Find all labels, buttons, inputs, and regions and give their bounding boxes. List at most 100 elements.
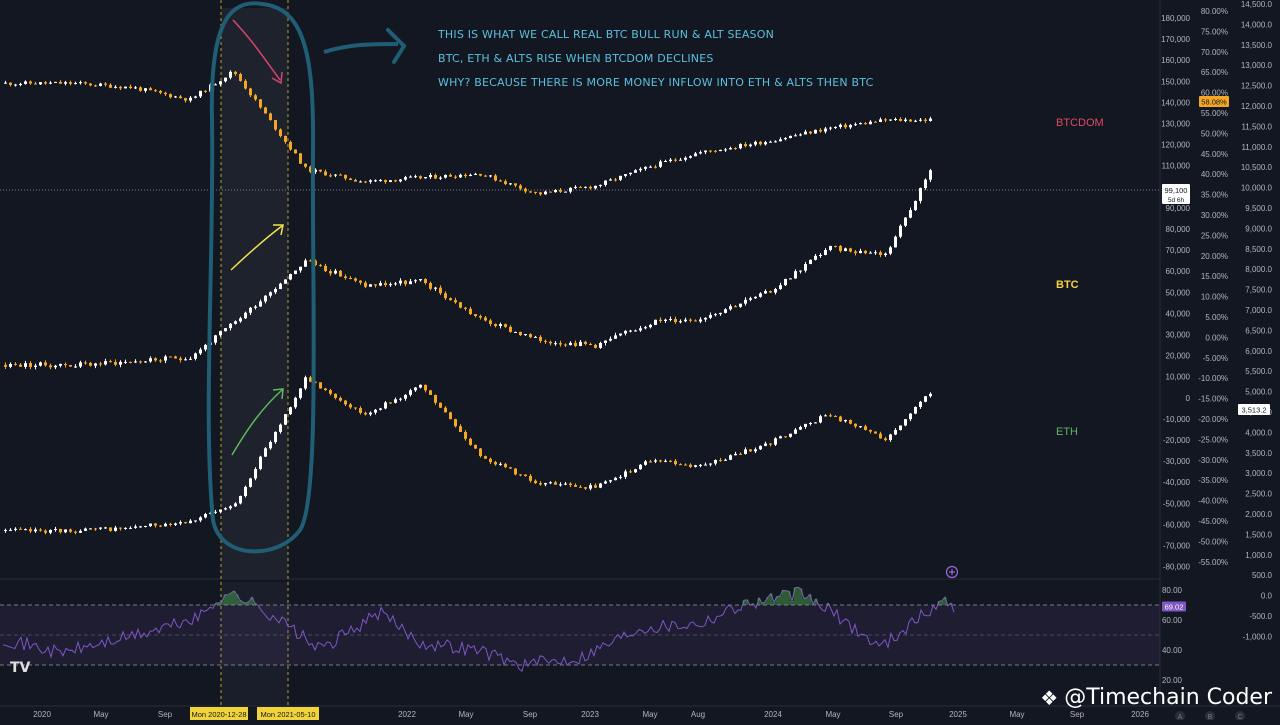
candle-body	[899, 225, 902, 237]
candle-body	[799, 426, 802, 430]
axis-mode-button[interactable]: A	[1175, 711, 1185, 721]
candle-body	[359, 181, 362, 183]
left-axis-tick: -60,000	[1163, 520, 1191, 529]
left-axis-tick: -80,000	[1163, 563, 1191, 572]
arrow-green-head	[272, 388, 284, 400]
label-btc: BTC	[1056, 279, 1079, 291]
candle-body	[194, 520, 197, 522]
candle-body	[554, 190, 557, 193]
time-axis-label: Sep	[889, 710, 904, 719]
candle-body	[794, 429, 797, 434]
candle-body	[154, 90, 157, 92]
candle-body	[374, 180, 377, 182]
candle-body	[339, 397, 342, 401]
candle-body	[194, 353, 197, 359]
candle-body	[69, 364, 72, 367]
candle-body	[844, 248, 847, 252]
candle-body	[104, 83, 107, 85]
candle-body	[139, 526, 142, 528]
candle-body	[179, 522, 182, 524]
candle-body	[24, 81, 27, 84]
candle-body	[539, 336, 542, 341]
candle-body	[739, 303, 742, 307]
candle-body	[504, 463, 507, 468]
left-axis-tick: 30,000	[1166, 331, 1191, 340]
candle-body	[584, 341, 587, 344]
candle-body	[574, 342, 577, 346]
candle-body	[304, 260, 307, 267]
candle-body	[924, 179, 927, 189]
rsi-band	[0, 605, 1160, 665]
candle-body	[699, 152, 702, 154]
candle-body	[844, 420, 847, 422]
candle-body	[274, 431, 277, 443]
candle-body	[604, 180, 607, 185]
candle-body	[359, 280, 362, 283]
candle-body	[854, 423, 857, 427]
candle-body	[109, 527, 112, 531]
candle-body	[399, 398, 402, 400]
candle-body	[344, 276, 347, 279]
candle-body	[329, 175, 332, 177]
candle-body	[929, 118, 932, 121]
candle-body	[434, 174, 437, 179]
candle-body	[544, 483, 547, 485]
candle-body	[894, 429, 897, 435]
add-alert-icon	[945, 565, 959, 579]
axis-mode-button[interactable]: C	[1235, 711, 1245, 721]
candle-body	[754, 296, 757, 299]
right-axis-tick: 0.0	[1261, 592, 1273, 601]
candle-body	[734, 148, 737, 150]
candle-body	[404, 280, 407, 285]
candle-body	[739, 453, 742, 455]
candle-body	[764, 291, 767, 294]
candle-body	[874, 252, 877, 254]
candle-body	[674, 319, 677, 323]
candle-body	[319, 169, 322, 172]
candle-body	[624, 174, 627, 176]
candle-body	[334, 270, 337, 274]
candle-body	[189, 97, 192, 101]
highlight-circle	[206, 1, 316, 554]
candle-body	[339, 174, 342, 176]
candle-body	[784, 138, 787, 140]
candle-body	[279, 129, 282, 136]
mid-axis-tick: 50.00%	[1201, 129, 1228, 138]
candle-body	[684, 157, 687, 160]
candle-body	[14, 528, 17, 530]
candle-body	[749, 298, 752, 300]
candle-body	[249, 88, 252, 96]
mid-axis-tick: 65.00%	[1201, 68, 1228, 77]
candle-body	[414, 176, 417, 178]
left-axis-tick: -50,000	[1163, 499, 1191, 508]
candle-body	[449, 174, 452, 177]
candle-body	[234, 503, 237, 507]
right-axis-tick: 7,000.0	[1245, 306, 1272, 315]
candle-body	[689, 319, 692, 321]
btcdom-badge-value: 58.08%	[1201, 98, 1227, 107]
arrow-green	[231, 389, 283, 456]
candle-body	[484, 456, 487, 459]
candle-body	[9, 529, 12, 531]
annotation-1: THIS IS WHAT WE CALL REAL BTC BULL RUN &…	[437, 28, 774, 41]
candle-body	[824, 128, 827, 132]
left-axis-tick: 110,000	[1162, 162, 1191, 171]
candle-body	[409, 176, 412, 178]
candle-body	[69, 529, 72, 532]
candle-body	[139, 87, 142, 91]
candle-body	[224, 77, 227, 82]
candle-body	[119, 361, 122, 365]
candle-body	[779, 139, 782, 142]
candle-body	[904, 419, 907, 426]
candle-body	[839, 124, 842, 127]
time-axis-highlight: Mon 2020-12-28	[190, 707, 248, 720]
candle-body	[609, 338, 612, 341]
candle-body	[634, 170, 637, 173]
axis-mode-button[interactable]: B	[1205, 711, 1215, 721]
candle-body	[174, 523, 177, 525]
axis-mode-button-label: A	[1178, 714, 1183, 720]
candle-body	[654, 319, 657, 325]
candle-body	[119, 527, 122, 529]
mid-axis-tick: -55.00%	[1198, 558, 1228, 567]
